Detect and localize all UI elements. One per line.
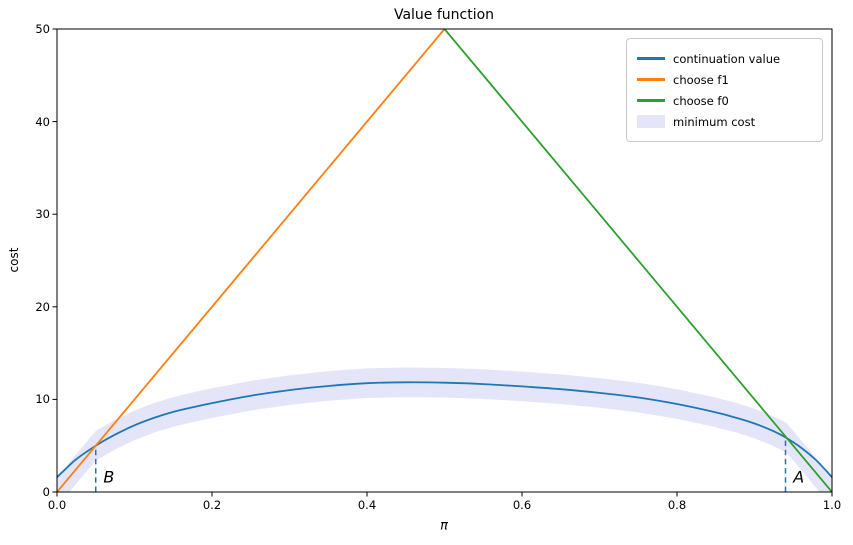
y-tick-label: 50 — [35, 22, 50, 36]
y-tick-label: 20 — [35, 299, 50, 314]
x-tick-label: 0.2 — [202, 498, 222, 512]
legend-label: choose f0 — [673, 93, 729, 108]
legend: continuation value choose f1 choose f0 m… — [626, 38, 823, 142]
legend-item-continuation-value: continuation value — [637, 48, 812, 69]
chart-title: Value function — [393, 7, 495, 23]
legend-line-swatch-orange — [637, 78, 665, 81]
annotation-label-B: B — [103, 467, 115, 487]
y-tick-label: 0 — [42, 485, 50, 499]
x-axis-label: π — [440, 518, 448, 534]
x-tick-label: 0.6 — [512, 498, 532, 512]
y-axis-label: cost — [7, 247, 21, 273]
series-line-continuation-value — [57, 381, 832, 479]
legend-line-swatch-blue — [637, 57, 665, 60]
minimum-cost-band — [57, 367, 832, 492]
x-tick-label: 0.8 — [667, 498, 687, 512]
x-tick-label: 0.0 — [47, 498, 67, 512]
annotation-label-A: A — [793, 467, 805, 487]
x-tick-label: 0.4 — [357, 498, 377, 512]
legend-line-swatch-green — [637, 99, 665, 102]
legend-item-minimum-cost: minimum cost — [637, 111, 812, 132]
series-line-choose-f0 — [443, 29, 832, 492]
legend-patch-swatch-lavender — [637, 115, 665, 128]
y-tick-label: 30 — [35, 207, 50, 222]
legend-label: minimum cost — [673, 114, 756, 129]
legend-item-choose-f0: choose f0 — [637, 90, 812, 111]
legend-label: continuation value — [673, 51, 781, 66]
x-tick-label: 1.0 — [822, 498, 842, 512]
legend-label: choose f1 — [673, 72, 729, 87]
series-line-choose-f1 — [57, 29, 446, 492]
axes-spines — [56, 28, 833, 493]
legend-item-choose-f1: choose f1 — [637, 69, 812, 90]
y-tick-label: 10 — [35, 392, 50, 407]
y-tick-label: 40 — [35, 114, 50, 129]
